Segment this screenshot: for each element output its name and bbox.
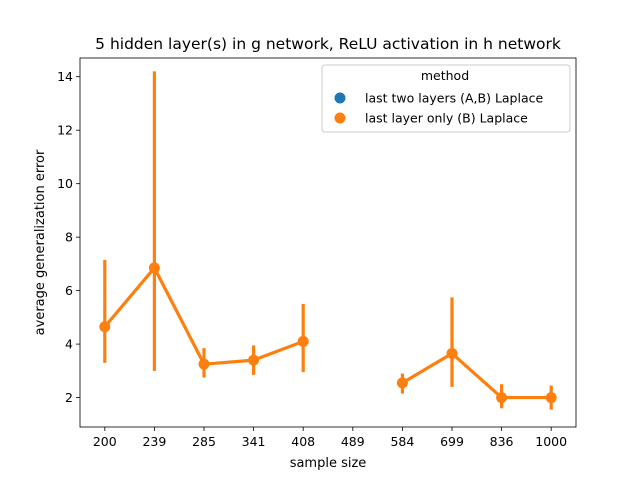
data-point [446,347,458,359]
data-point [198,358,210,370]
data-point [297,335,309,347]
legend-marker [334,112,346,124]
data-point [496,392,508,404]
y-axis: 2 4 6 8 10 12 14 [57,69,80,405]
legend-marker [334,92,346,104]
x-tick-label: 341 [242,434,266,449]
y-axis-label: average generalization error [33,149,48,335]
legend: method last two layers (A,B) Laplacelast… [321,64,571,133]
data-point [545,392,557,404]
x-tick-label: 200 [93,434,117,449]
y-tick-label: 2 [65,390,73,405]
series-2 [99,71,557,410]
legend-entries: last two layers (A,B) Laplace last layer … [334,91,544,126]
series-layer [99,71,557,410]
y-tick-label: 4 [65,337,73,352]
y-tick-label: 12 [57,123,73,138]
legend-frame [321,64,571,133]
data-point [148,262,160,274]
plot-frame [79,57,577,428]
data-point [248,354,260,366]
x-tick-label: 699 [440,434,464,449]
x-tick-label: 239 [142,434,166,449]
x-axis: 200 239 285 341 408 489 584 699 836 1000 [93,427,567,449]
data-point [99,321,111,333]
x-tick-label: 285 [192,434,216,449]
x-tick-label: 489 [341,434,365,449]
x-tick-label: 836 [490,434,514,449]
y-tick-label: 10 [57,176,73,191]
y-tick-label: 8 [65,230,73,245]
x-axis-label: sample size [290,456,367,471]
legend-title: method [421,68,469,83]
y-tick-label: 6 [65,283,73,298]
x-tick-label: 408 [291,434,315,449]
series-line [401,351,552,400]
y-tick-label: 14 [57,69,73,84]
x-tick-label: 584 [390,434,414,449]
x-tick-label: 1000 [535,434,567,449]
plot-area [79,57,577,428]
legend-label: last layer only (B) Laplace [365,111,528,126]
legend-label: last two layers (A,B) Laplace [365,91,544,106]
data-point [396,377,408,389]
chart-title: 5 hidden layer(s) in g network, ReLU act… [95,35,561,53]
